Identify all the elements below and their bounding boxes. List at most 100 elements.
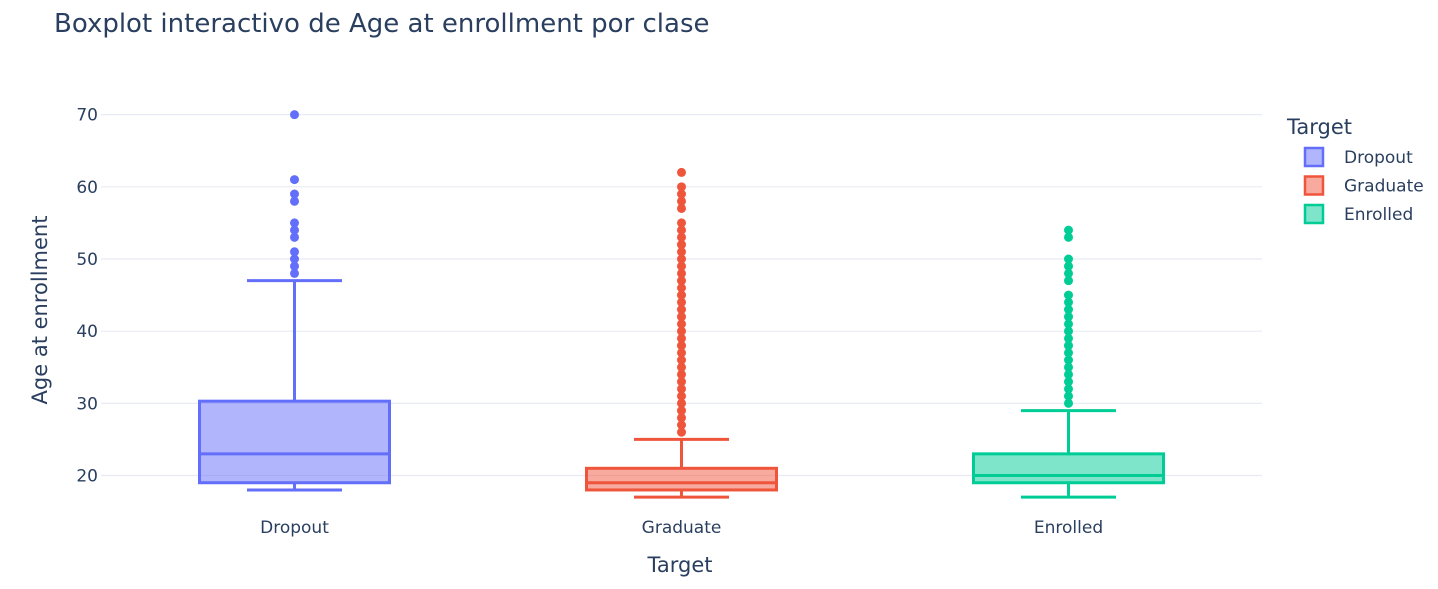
outlier-point xyxy=(677,413,686,423)
outlier-point xyxy=(677,377,686,387)
outlier-point xyxy=(677,218,686,228)
outlier-point xyxy=(677,268,686,278)
y-tick-label: 20 xyxy=(76,467,98,487)
outlier-point xyxy=(677,341,686,351)
legend-swatch xyxy=(1303,175,1325,196)
outlier-point xyxy=(1064,305,1073,315)
y-tick-label: 40 xyxy=(76,322,98,342)
iqr-box xyxy=(972,452,1165,485)
iqr-box xyxy=(585,466,778,492)
chart-title: Boxplot interactivo de Age at enrollment… xyxy=(54,9,709,39)
outlier-point xyxy=(1064,333,1073,343)
outlier-point xyxy=(1064,355,1073,365)
outlier-point xyxy=(677,333,686,343)
outlier-point xyxy=(1064,261,1073,271)
outlier-point xyxy=(1064,398,1073,408)
outlier-point xyxy=(677,312,686,322)
legend-swatch xyxy=(1303,146,1325,168)
outlier-point xyxy=(1064,232,1073,242)
outlier-point xyxy=(290,189,299,199)
legend-label: Dropout xyxy=(1344,148,1413,168)
outlier-point xyxy=(677,391,686,401)
outlier-point xyxy=(677,326,686,336)
outlier-point xyxy=(1064,276,1073,286)
y-tick-labels: 20 30 40 50 60 70 xyxy=(76,106,98,487)
outlier-point xyxy=(677,247,686,257)
outlier-point xyxy=(1064,369,1073,379)
x-axis-title: Target xyxy=(647,553,713,577)
outlier-point xyxy=(677,203,686,213)
y-tick-label: 60 xyxy=(76,178,98,198)
outlier-point xyxy=(677,232,686,242)
outlier-point xyxy=(290,175,299,185)
legend-label: Graduate xyxy=(1344,177,1424,197)
y-tick-label: 50 xyxy=(76,250,98,270)
outlier-point xyxy=(1064,268,1073,278)
box-series xyxy=(198,110,1165,499)
legend-item-enrolled[interactable]: Enrolled xyxy=(1303,203,1413,225)
outlier-point xyxy=(290,110,299,120)
x-tick-label: Graduate xyxy=(642,518,722,538)
x-tick-label: Dropout xyxy=(260,518,329,538)
outlier-point xyxy=(677,420,686,430)
outlier-point xyxy=(1064,290,1073,300)
y-tick-label: 30 xyxy=(76,394,98,414)
outlier-point xyxy=(677,189,686,199)
legend-item-dropout[interactable]: Dropout xyxy=(1303,146,1413,168)
y-axis-title: Age at enrollment xyxy=(28,216,52,405)
outlier-point xyxy=(677,305,686,315)
outlier-point xyxy=(1064,377,1073,387)
outlier-point xyxy=(677,225,686,235)
box-dropout[interactable] xyxy=(198,110,391,492)
legend-item-graduate[interactable]: Graduate xyxy=(1303,175,1424,197)
legend-items[interactable]: Dropout Graduate Enrolled xyxy=(1303,146,1424,225)
outlier-point xyxy=(677,355,686,365)
outlier-point xyxy=(290,247,299,257)
y-tick-label: 70 xyxy=(76,106,98,126)
x-tick-labels: Dropout Graduate Enrolled xyxy=(260,518,1103,538)
box-enrolled[interactable] xyxy=(972,225,1165,499)
outlier-point xyxy=(290,268,299,278)
box-graduate[interactable] xyxy=(585,167,778,499)
outlier-point xyxy=(1064,225,1073,235)
outlier-point xyxy=(677,254,686,264)
outlier-point xyxy=(290,261,299,271)
outlier-point xyxy=(677,362,686,372)
outlier-point xyxy=(1064,391,1073,401)
outlier-point xyxy=(290,225,299,235)
outlier-point xyxy=(290,218,299,228)
outlier-point xyxy=(1064,341,1073,351)
legend-label: Enrolled xyxy=(1344,205,1413,225)
outlier-point xyxy=(1064,326,1073,336)
legend-swatch xyxy=(1303,203,1325,225)
outlier-point xyxy=(290,254,299,264)
x-tick-label: Enrolled xyxy=(1034,518,1103,538)
outlier-point xyxy=(677,240,686,250)
outlier-point xyxy=(677,427,686,437)
outlier-point xyxy=(677,276,686,286)
outlier-point xyxy=(1064,362,1073,372)
outlier-point xyxy=(677,182,686,192)
outlier-point xyxy=(1064,312,1073,322)
outlier-point xyxy=(677,167,686,177)
outlier-point xyxy=(677,319,686,329)
outlier-point xyxy=(677,261,686,271)
outlier-point xyxy=(1064,297,1073,307)
outlier-point xyxy=(677,384,686,394)
iqr-box xyxy=(198,399,391,485)
outlier-point xyxy=(290,232,299,242)
outlier-point xyxy=(1064,319,1073,329)
outlier-point xyxy=(677,398,686,408)
outlier-point xyxy=(677,297,686,307)
legend[interactable]: Target Dropout Graduate Enrolled xyxy=(1286,115,1424,225)
outlier-point xyxy=(677,290,686,300)
outlier-point xyxy=(677,406,686,416)
outlier-point xyxy=(1064,384,1073,394)
outlier-point xyxy=(677,283,686,293)
outlier-point xyxy=(677,196,686,206)
legend-title: Target xyxy=(1286,115,1352,139)
outlier-point xyxy=(677,348,686,358)
outlier-point xyxy=(1064,254,1073,264)
outlier-point xyxy=(677,369,686,379)
